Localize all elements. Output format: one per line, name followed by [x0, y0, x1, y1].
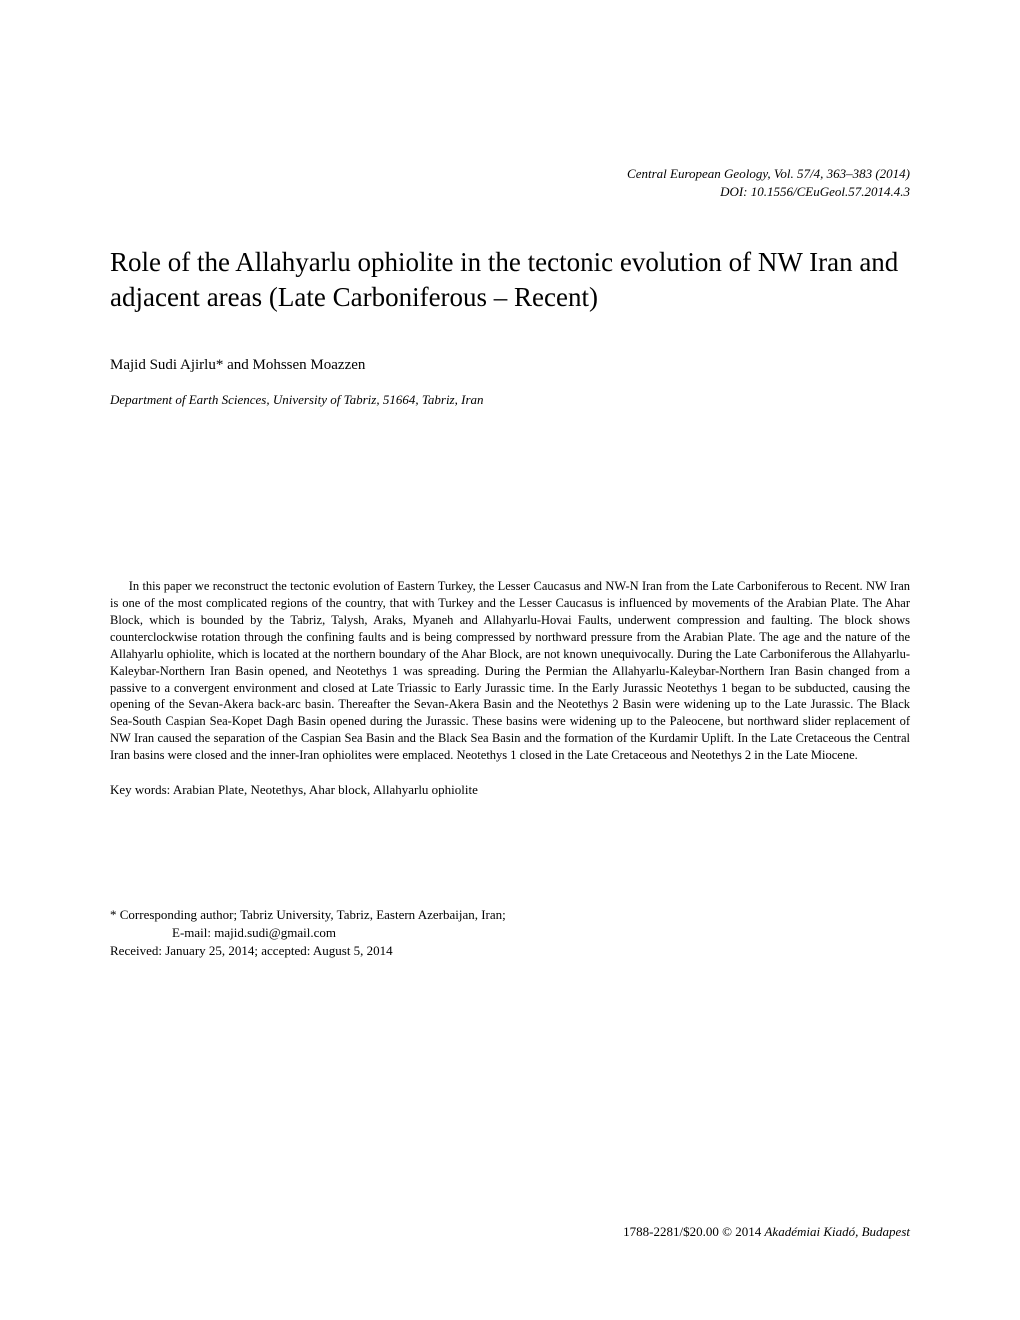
corresponding-author-line1: * Corresponding author; Tabriz Universit… — [110, 906, 910, 924]
keywords: Key words: Arabian Plate, Neotethys, Aha… — [110, 782, 910, 798]
publisher-issn: 1788-2281/$20.00 © 2014 — [623, 1224, 764, 1239]
footer-notes: * Corresponding author; Tabriz Universit… — [110, 906, 910, 961]
journal-citation: Central European Geology, Vol. 57/4, 363… — [110, 165, 910, 200]
abstract-text: In this paper we reconstruct the tectoni… — [110, 578, 910, 764]
affiliation: Department of Earth Sciences, University… — [110, 392, 910, 408]
publisher-info: 1788-2281/$20.00 © 2014 Akadémiai Kiadó,… — [623, 1224, 910, 1240]
journal-doi: DOI: 10.1556/CEuGeol.57.2014.4.3 — [110, 183, 910, 201]
corresponding-author-email: E-mail: majid.sudi@gmail.com — [110, 924, 910, 942]
authors: Majid Sudi Ajirlu* and Mohssen Moazzen — [110, 357, 910, 374]
journal-line1: Central European Geology, Vol. 57/4, 363… — [110, 165, 910, 183]
publisher-name: Akadémiai Kiadó, Budapest — [764, 1224, 910, 1239]
received-accepted: Received: January 25, 2014; accepted: Au… — [110, 942, 910, 960]
article-title: Role of the Allahyarlu ophiolite in the … — [110, 245, 910, 315]
